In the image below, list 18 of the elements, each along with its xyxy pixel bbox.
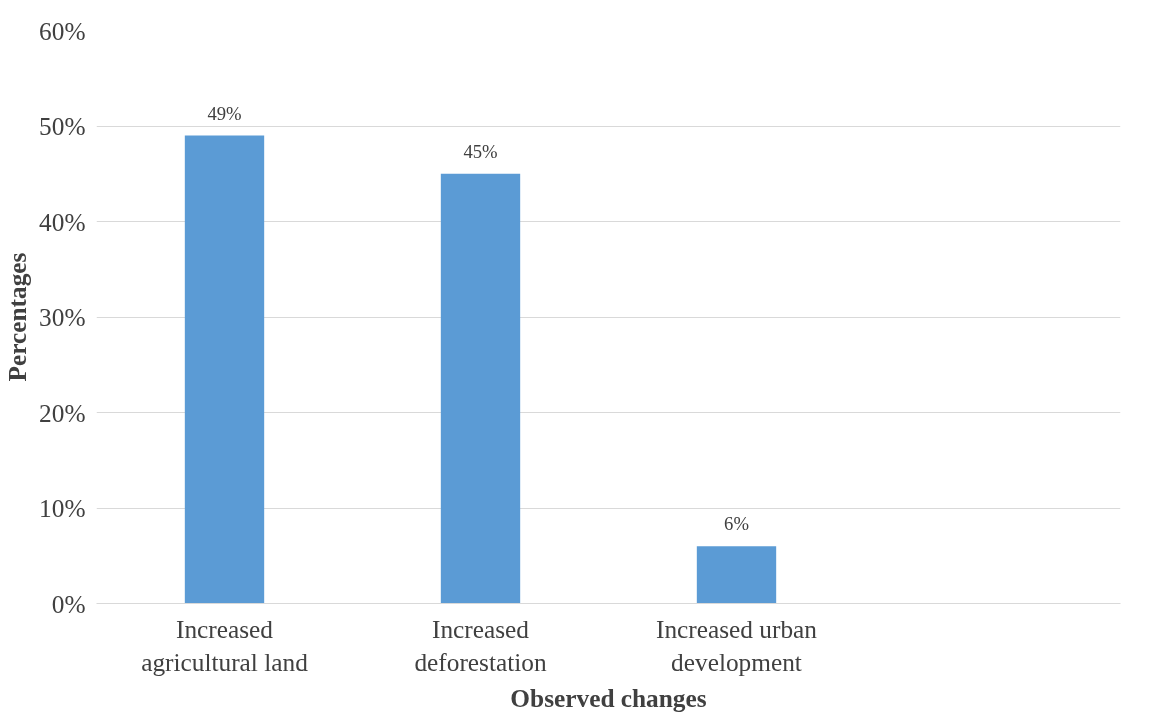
data-label: 49% <box>207 102 242 124</box>
x-axis-title: Observed changes <box>510 684 707 713</box>
bar <box>184 135 265 604</box>
data-label: 6% <box>724 513 749 535</box>
x-tick-label: Increased urban development <box>655 614 818 677</box>
data-label: 45% <box>463 140 498 162</box>
y-tick-label: 10% <box>39 494 86 522</box>
x-tick-label: Increased deforestation <box>414 614 547 677</box>
x-tick-label: Increased agricultural land <box>141 614 309 677</box>
y-tick-label: 50% <box>39 112 86 140</box>
bar <box>696 546 777 604</box>
bar <box>440 173 521 604</box>
y-axis-title: Percentages <box>3 252 32 382</box>
y-tick-label: 40% <box>39 207 86 236</box>
y-tick-label: 20% <box>39 398 86 427</box>
y-tick-label: 60% <box>39 16 86 45</box>
y-tick-label: 0% <box>51 589 86 618</box>
y-tick-label: 30% <box>39 303 86 331</box>
